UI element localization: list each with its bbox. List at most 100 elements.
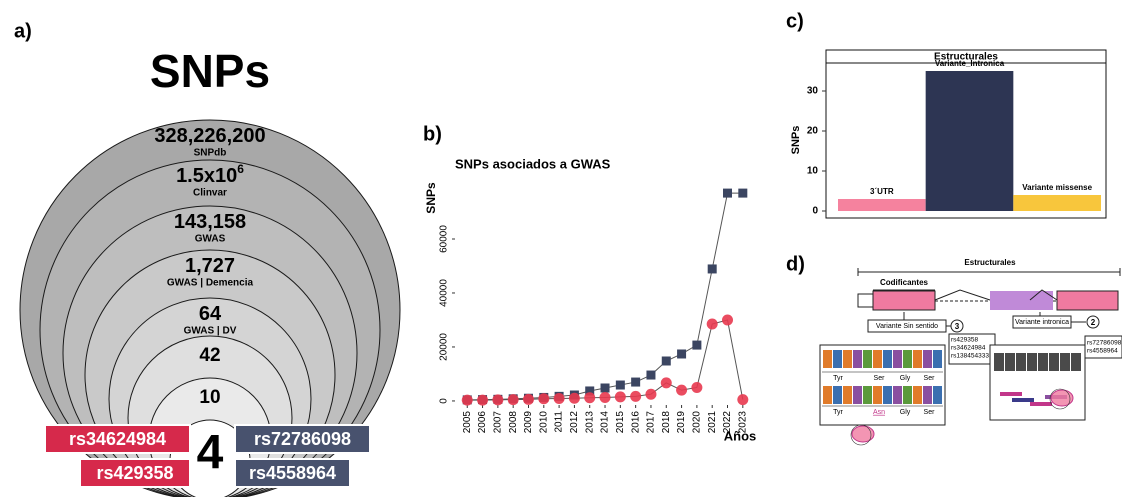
nucleotide — [853, 386, 862, 404]
codon: Gly — [900, 375, 911, 382]
nucleotide — [903, 350, 912, 368]
x-tick-label: 2007 — [493, 411, 504, 434]
x-tick-label: 2012 — [569, 411, 580, 434]
point — [737, 394, 748, 405]
codon: Gly — [900, 409, 911, 416]
codon: Ser — [924, 375, 936, 382]
point — [645, 389, 656, 400]
point — [492, 394, 503, 405]
panel-label: b) — [423, 123, 442, 145]
x-tick-label: 2011 — [554, 411, 565, 433]
point — [523, 394, 534, 405]
y-tick-label: 10 — [807, 166, 819, 177]
x-tick-label: 2019 — [676, 411, 687, 434]
nucleotide — [923, 350, 932, 368]
point — [569, 393, 580, 404]
funnel-center: 4 — [197, 427, 224, 480]
exon — [873, 291, 935, 310]
snp-id: rs34624984 — [951, 345, 986, 352]
rs-label: rs34624984 — [69, 429, 166, 449]
funnel-value-text: 64 — [199, 303, 222, 325]
point — [676, 385, 687, 396]
figure: a) b) c) d) SNPs 328,226,200SNPdb 1.5x106Clinv… — [0, 0, 1122, 497]
bar — [838, 199, 926, 211]
diagram-title: Estructurales — [964, 258, 1016, 267]
exon — [1057, 291, 1118, 310]
funnel-value: 328,226,200 — [154, 125, 265, 147]
nucleotide — [1005, 353, 1015, 371]
funnel-label: GWAS | DV — [184, 326, 237, 337]
bar — [926, 71, 1014, 211]
point — [554, 393, 565, 404]
nucleotide — [1049, 353, 1059, 371]
rs-label: rs429358 — [96, 463, 173, 483]
nucleotide — [873, 350, 882, 368]
nucleotide — [863, 350, 872, 368]
funnel-value-text: 10 — [199, 387, 220, 408]
x-tick-label: 2015 — [615, 411, 626, 434]
variant-label: Variante intronica — [1015, 319, 1069, 326]
x-tick-label: 2021 — [707, 411, 718, 434]
chart-title: SNPs asociados a GWAS — [455, 156, 611, 171]
nucleotide — [994, 353, 1004, 371]
y-tick-label: 20 — [807, 126, 819, 137]
point — [707, 319, 718, 330]
point — [631, 378, 640, 387]
nucleotide — [873, 386, 882, 404]
funnel-value-exp: 6 — [237, 162, 244, 176]
variant-label: Variante Sin sentido — [876, 323, 938, 330]
rs-label: rs4558964 — [249, 463, 336, 483]
y-tick-label: 60000 — [439, 225, 450, 253]
nucleotide — [863, 386, 872, 404]
coding-label: Codificantes — [880, 278, 929, 287]
panel-label: a) — [14, 20, 32, 42]
nucleotide — [933, 350, 942, 368]
funnel-value-text: 328,226,200 — [154, 125, 265, 147]
nucleotide — [883, 386, 892, 404]
funnel-label: GWAS | Demencia — [167, 278, 254, 289]
nucleotide — [913, 386, 922, 404]
bar-category-label: Variante_Intronica — [935, 59, 1005, 68]
variant-count: 2 — [1091, 318, 1096, 327]
nucleotide — [1038, 353, 1048, 371]
funnel-value: 143,158 — [174, 211, 246, 233]
funnel-value: 42 — [199, 345, 220, 366]
y-tick-label: 30 — [807, 86, 819, 97]
x-tick-label: 2006 — [477, 411, 488, 434]
funnel-value: 1,727 — [185, 255, 235, 277]
funnel-title: SNPs — [150, 45, 270, 97]
point — [722, 314, 733, 325]
variant-count: 3 — [955, 322, 960, 331]
nucleotide — [843, 386, 852, 404]
codon: Ser — [924, 409, 936, 416]
funnel-label: GWAS — [195, 234, 226, 245]
point — [662, 357, 671, 366]
fragment — [1000, 392, 1022, 396]
panel-label: c) — [786, 10, 804, 32]
intron-region — [990, 291, 1053, 310]
x-tick-label: 2016 — [630, 411, 641, 434]
point — [584, 392, 595, 403]
fragment — [1012, 398, 1034, 402]
nucleotide — [903, 386, 912, 404]
nucleotide — [913, 350, 922, 368]
nucleotide — [883, 350, 892, 368]
x-tick-label: 2010 — [538, 411, 549, 434]
nucleotide — [833, 386, 842, 404]
funnel-value: 1.5x106 — [176, 162, 244, 187]
point — [600, 392, 611, 403]
panel-label: d) — [786, 253, 805, 275]
utr-box — [858, 294, 873, 307]
seq-panel — [990, 345, 1085, 420]
point — [508, 394, 519, 405]
nucleotide — [893, 350, 902, 368]
point — [691, 382, 702, 393]
nucleotide — [823, 386, 832, 404]
point — [477, 395, 488, 406]
funnel-label: SNPdb — [194, 148, 227, 159]
x-tick-label: 2009 — [523, 411, 534, 434]
funnel-value: 64 — [199, 303, 222, 325]
nucleotide — [933, 386, 942, 404]
point — [538, 393, 549, 404]
funnel-label: Clinvar — [193, 188, 227, 199]
